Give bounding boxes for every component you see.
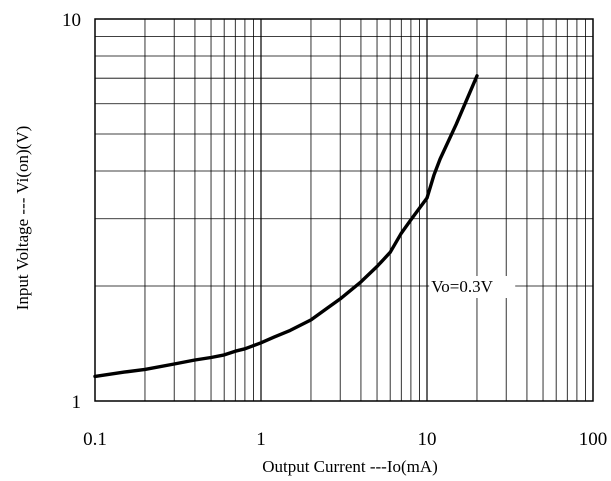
x-tick-labels: 0.1 1 10 100 bbox=[83, 429, 607, 450]
x-axis-label: Output Current ---Io(mA) bbox=[262, 457, 438, 476]
x-tick-label: 100 bbox=[579, 429, 608, 450]
x-tick-label: 0.1 bbox=[83, 429, 107, 450]
y-tick-label: 10 bbox=[62, 10, 81, 31]
vo-annotation: Vo=0.3V bbox=[431, 277, 493, 296]
x-tick-label: 10 bbox=[418, 429, 437, 450]
major-grid bbox=[260, 19, 428, 401]
y-tick-label: 1 bbox=[72, 392, 82, 413]
series-line bbox=[93, 74, 479, 379]
minor-grid bbox=[95, 19, 593, 401]
annotation-background bbox=[429, 276, 516, 299]
y-tick-labels: 1 10 bbox=[62, 10, 81, 413]
y-axis-label: Input Voltage --- Vi(on)(V) bbox=[13, 126, 32, 311]
plot-frame bbox=[94, 18, 594, 402]
x-tick-label: 1 bbox=[256, 429, 266, 450]
